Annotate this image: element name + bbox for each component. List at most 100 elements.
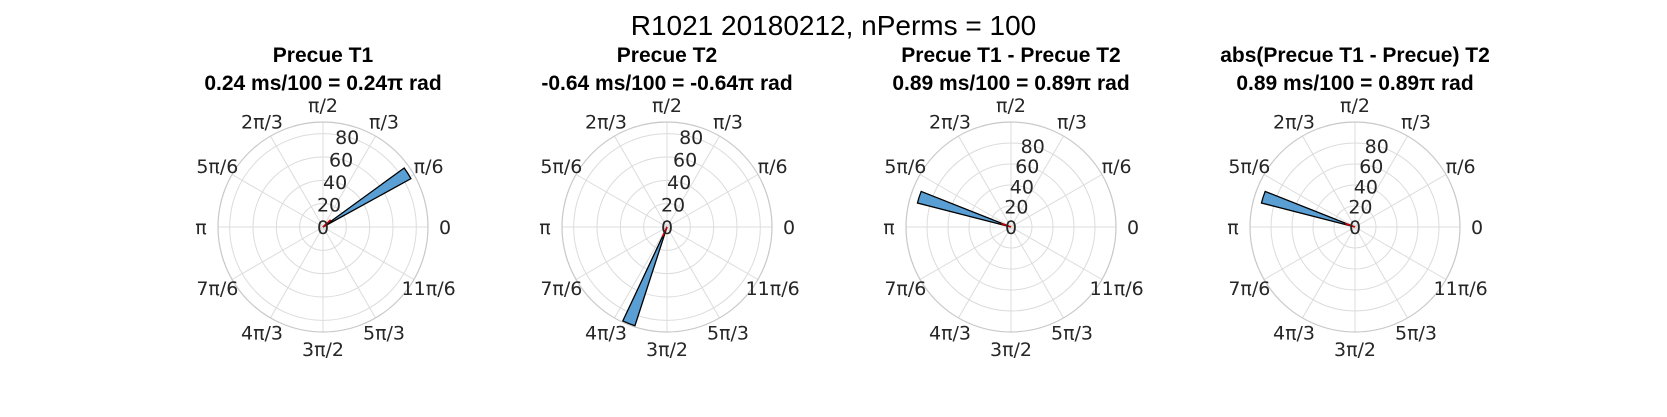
grid-spoke [1354, 226, 1447, 280]
grid-spoke [666, 226, 759, 280]
theta-tick-label: π/3 [369, 111, 399, 133]
histogram-bar [916, 190, 1012, 228]
theta-tick-label: π/2 [308, 95, 338, 117]
grid-spoke [1354, 174, 1447, 228]
theta-tick-label: 0 [783, 217, 795, 239]
theta-tick-label: 5π/3 [1051, 323, 1093, 345]
theta-tick-label: 5π/6 [196, 156, 238, 178]
theta-tick-label: 5π/6 [884, 156, 926, 178]
grid-spoke [575, 174, 668, 228]
grid-spoke [1010, 174, 1103, 228]
theta-tick-label: π [883, 217, 894, 239]
theta-tick-label: 0 [1127, 217, 1139, 239]
grid-spoke [614, 135, 668, 228]
theta-tick-label: 7π/6 [884, 278, 926, 300]
grid-spoke [231, 226, 324, 280]
theta-tick-label: 7π/6 [196, 278, 238, 300]
histogram-bar [1260, 190, 1356, 228]
r-tick-label: 60 [1015, 156, 1039, 178]
plot-title: Precue T1 [272, 44, 374, 67]
theta-tick-label: 5π/3 [363, 323, 405, 345]
theta-tick-label: π/3 [713, 111, 743, 133]
theta-tick-label: π/2 [1340, 95, 1370, 117]
grid-spoke [1302, 135, 1356, 228]
theta-tick-label: 11π/6 [1090, 278, 1144, 300]
polar-plot-1: Precue T1 0.24 ms/100 = 0.24π rad 0 20 40 6… [143, 42, 503, 412]
theta-tick-label: 3π/2 [302, 339, 344, 361]
grid-spoke [1354, 226, 1408, 319]
theta-tick-label: 0 [1471, 217, 1483, 239]
grid-spoke [322, 135, 376, 228]
grid-spoke [575, 226, 668, 280]
theta-tick-label: 5π/3 [1395, 323, 1437, 345]
theta-tick-label: π/2 [652, 95, 682, 117]
grid-spoke [1302, 226, 1356, 319]
r-tick-label: 80 [335, 127, 359, 149]
r-tick-label: 40 [1010, 176, 1034, 198]
polar-axes: 0204060800π/6π/3π/22π/35π/6π7π/64π/33π/2… [195, 95, 456, 361]
theta-tick-label: π/6 [1446, 156, 1476, 178]
grid-spoke [270, 135, 324, 228]
plot-title: abs(Precue T1 - Precue) T2 [1220, 44, 1490, 67]
theta-tick-label: 7π/6 [540, 278, 582, 300]
theta-tick-label: π/6 [1102, 156, 1132, 178]
theta-tick-label: 3π/2 [990, 339, 1032, 361]
theta-tick-label: 7π/6 [1228, 278, 1270, 300]
theta-tick-label: 11π/6 [402, 278, 456, 300]
polar-boundary [561, 121, 773, 333]
r-tick-label: 0 [661, 217, 673, 239]
polar-axes: 0204060800π/6π/3π/22π/35π/6π7π/64π/33π/2… [883, 95, 1144, 361]
grid-spoke [919, 174, 1012, 228]
grid-spoke [270, 226, 324, 319]
r-tick-label: 60 [673, 149, 697, 171]
theta-tick-label: π/6 [758, 156, 788, 178]
mean-angle-line [1000, 222, 1012, 228]
r-tick-label: 20 [1004, 197, 1028, 219]
grid-spoke [1010, 226, 1103, 280]
theta-tick-label: π/6 [414, 156, 444, 178]
r-tick-label: 40 [1354, 176, 1378, 198]
grid-spoke [666, 174, 759, 228]
theta-tick-label: π/2 [996, 95, 1026, 117]
theta-tick-label: 4π/3 [929, 323, 971, 345]
theta-tick-label: 2π/3 [585, 111, 627, 133]
polar-boundary [217, 121, 429, 333]
polar-plot-3: Precue T1 - Precue T2 0.89 ms/100 = 0.89… [831, 42, 1191, 412]
polar-axes: 0204060800π/6π/3π/22π/35π/6π7π/64π/33π/2… [1227, 95, 1487, 361]
theta-tick-label: π/3 [1057, 111, 1087, 133]
r-tick-label: 0 [1005, 217, 1017, 239]
grid-spoke [958, 135, 1012, 228]
r-tick-label: 0 [1349, 217, 1361, 239]
theta-tick-label: 2π/3 [241, 111, 283, 133]
r-tick-label: 20 [661, 194, 685, 216]
theta-tick-label: 5π/6 [1228, 156, 1270, 178]
r-tick-label: 80 [1365, 136, 1389, 158]
grid-spoke [322, 226, 376, 319]
theta-tick-label: 5π/6 [540, 156, 582, 178]
grid-spoke [1010, 226, 1064, 319]
r-tick-label: 40 [323, 172, 347, 194]
plot-title: Precue T2 [616, 44, 718, 67]
theta-tick-label: 0 [439, 217, 451, 239]
grid-spoke [1010, 135, 1064, 228]
r-tick-label: 80 [1021, 136, 1045, 158]
grid-spoke [231, 174, 324, 228]
polar-boundary [905, 121, 1117, 333]
theta-tick-label: 3π/2 [646, 339, 688, 361]
r-tick-label: 60 [329, 149, 353, 171]
polar-plot-2: Precue T2 -0.64 ms/100 = -0.64π rad 0 20 4… [487, 42, 847, 412]
plot-subtitle: 0.89 ms/100 = 0.89π rad [1236, 72, 1474, 95]
grid-spoke [1263, 174, 1356, 228]
plot-subtitle: -0.64 ms/100 = -0.64π rad [541, 72, 793, 95]
histogram-bar [621, 226, 668, 327]
r-tick-label: 0 [317, 217, 329, 239]
plot-subtitle: 0.24 ms/100 = 0.24π rad [204, 72, 442, 95]
grid-spoke [666, 226, 720, 319]
theta-tick-label: π [539, 217, 550, 239]
grid-spoke [614, 226, 668, 319]
r-tick-label: 40 [667, 172, 691, 194]
theta-tick-label: 2π/3 [929, 111, 971, 133]
theta-tick-label: 4π/3 [1273, 323, 1315, 345]
grid-spoke [322, 226, 415, 280]
theta-tick-label: 4π/3 [241, 323, 283, 345]
